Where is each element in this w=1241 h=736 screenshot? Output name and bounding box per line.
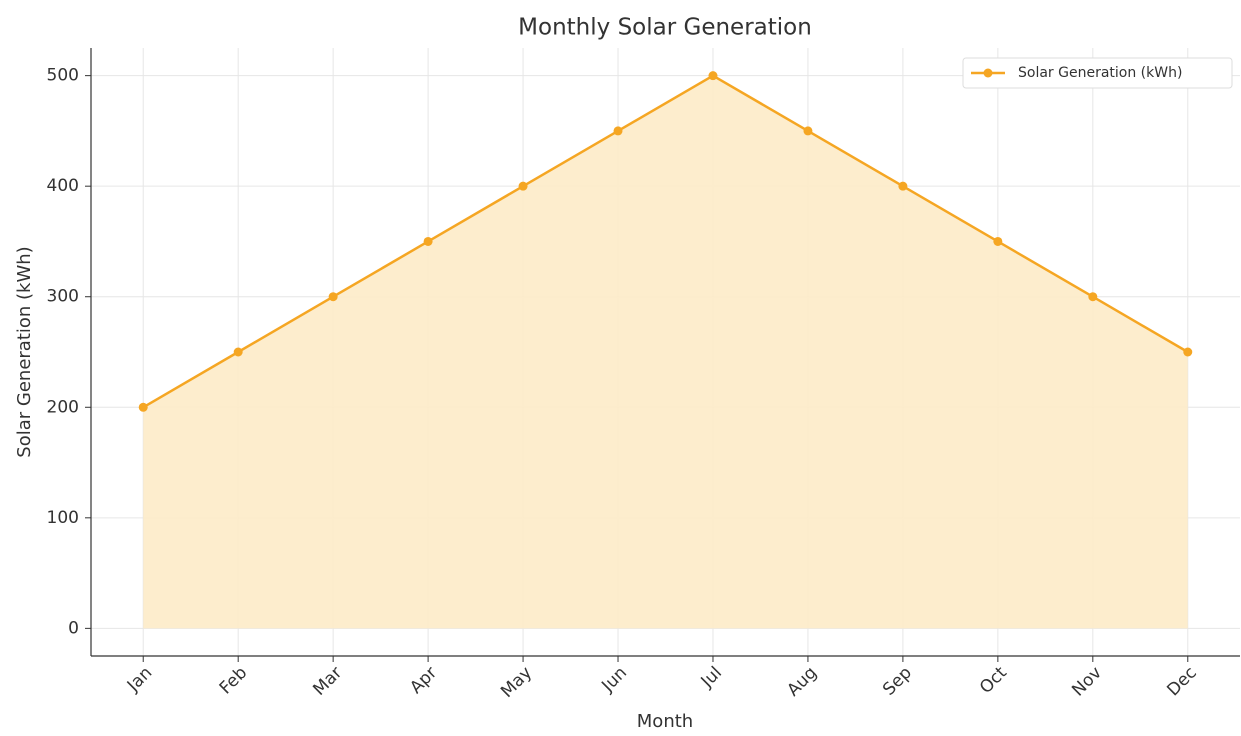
y-tick-label: 300 xyxy=(47,287,79,307)
marker xyxy=(898,181,908,191)
marker xyxy=(518,181,528,191)
x-tick-label: Jan xyxy=(123,663,156,696)
y-axis-label: Solar Generation (kWh) xyxy=(14,246,35,457)
legend-marker xyxy=(983,68,993,78)
marker xyxy=(138,402,148,412)
y-tick-label: 0 xyxy=(68,618,79,638)
marker xyxy=(233,347,243,357)
line xyxy=(142,74,1189,409)
y-tick-label: 400 xyxy=(47,176,79,196)
x-tick-label: Mar xyxy=(309,663,346,700)
marker xyxy=(993,236,1003,246)
marker xyxy=(613,126,623,136)
x-axis-label: Month xyxy=(637,711,693,732)
x-tick-label: Nov xyxy=(1068,663,1106,701)
marker xyxy=(708,71,718,81)
legend-box xyxy=(962,57,1233,89)
marker xyxy=(1088,292,1098,302)
chart-title: Monthly Solar Generation xyxy=(518,15,812,41)
legend-label: Solar Generation (kWh) xyxy=(1018,65,1182,81)
x-tick-label: Aug xyxy=(783,663,821,701)
marker xyxy=(328,292,338,302)
y-tick-label: 100 xyxy=(47,508,79,528)
x-tick-label: May xyxy=(497,663,536,702)
x-tick-label: Jun xyxy=(597,663,631,697)
x-tick-label: Dec xyxy=(1163,663,1200,700)
x-tick-label: Jul xyxy=(697,663,726,692)
area xyxy=(143,75,1188,629)
y-tick-label: 500 xyxy=(47,66,79,86)
x-tick-label: Feb xyxy=(216,663,251,698)
marker xyxy=(803,126,813,136)
x-tick-label: Oct xyxy=(976,663,1011,698)
marker xyxy=(423,236,433,246)
y-tick-label: 200 xyxy=(47,397,79,417)
x-tick-label: Sep xyxy=(879,663,916,700)
x-tick-label: Apr xyxy=(406,663,441,698)
marker xyxy=(1183,347,1193,357)
